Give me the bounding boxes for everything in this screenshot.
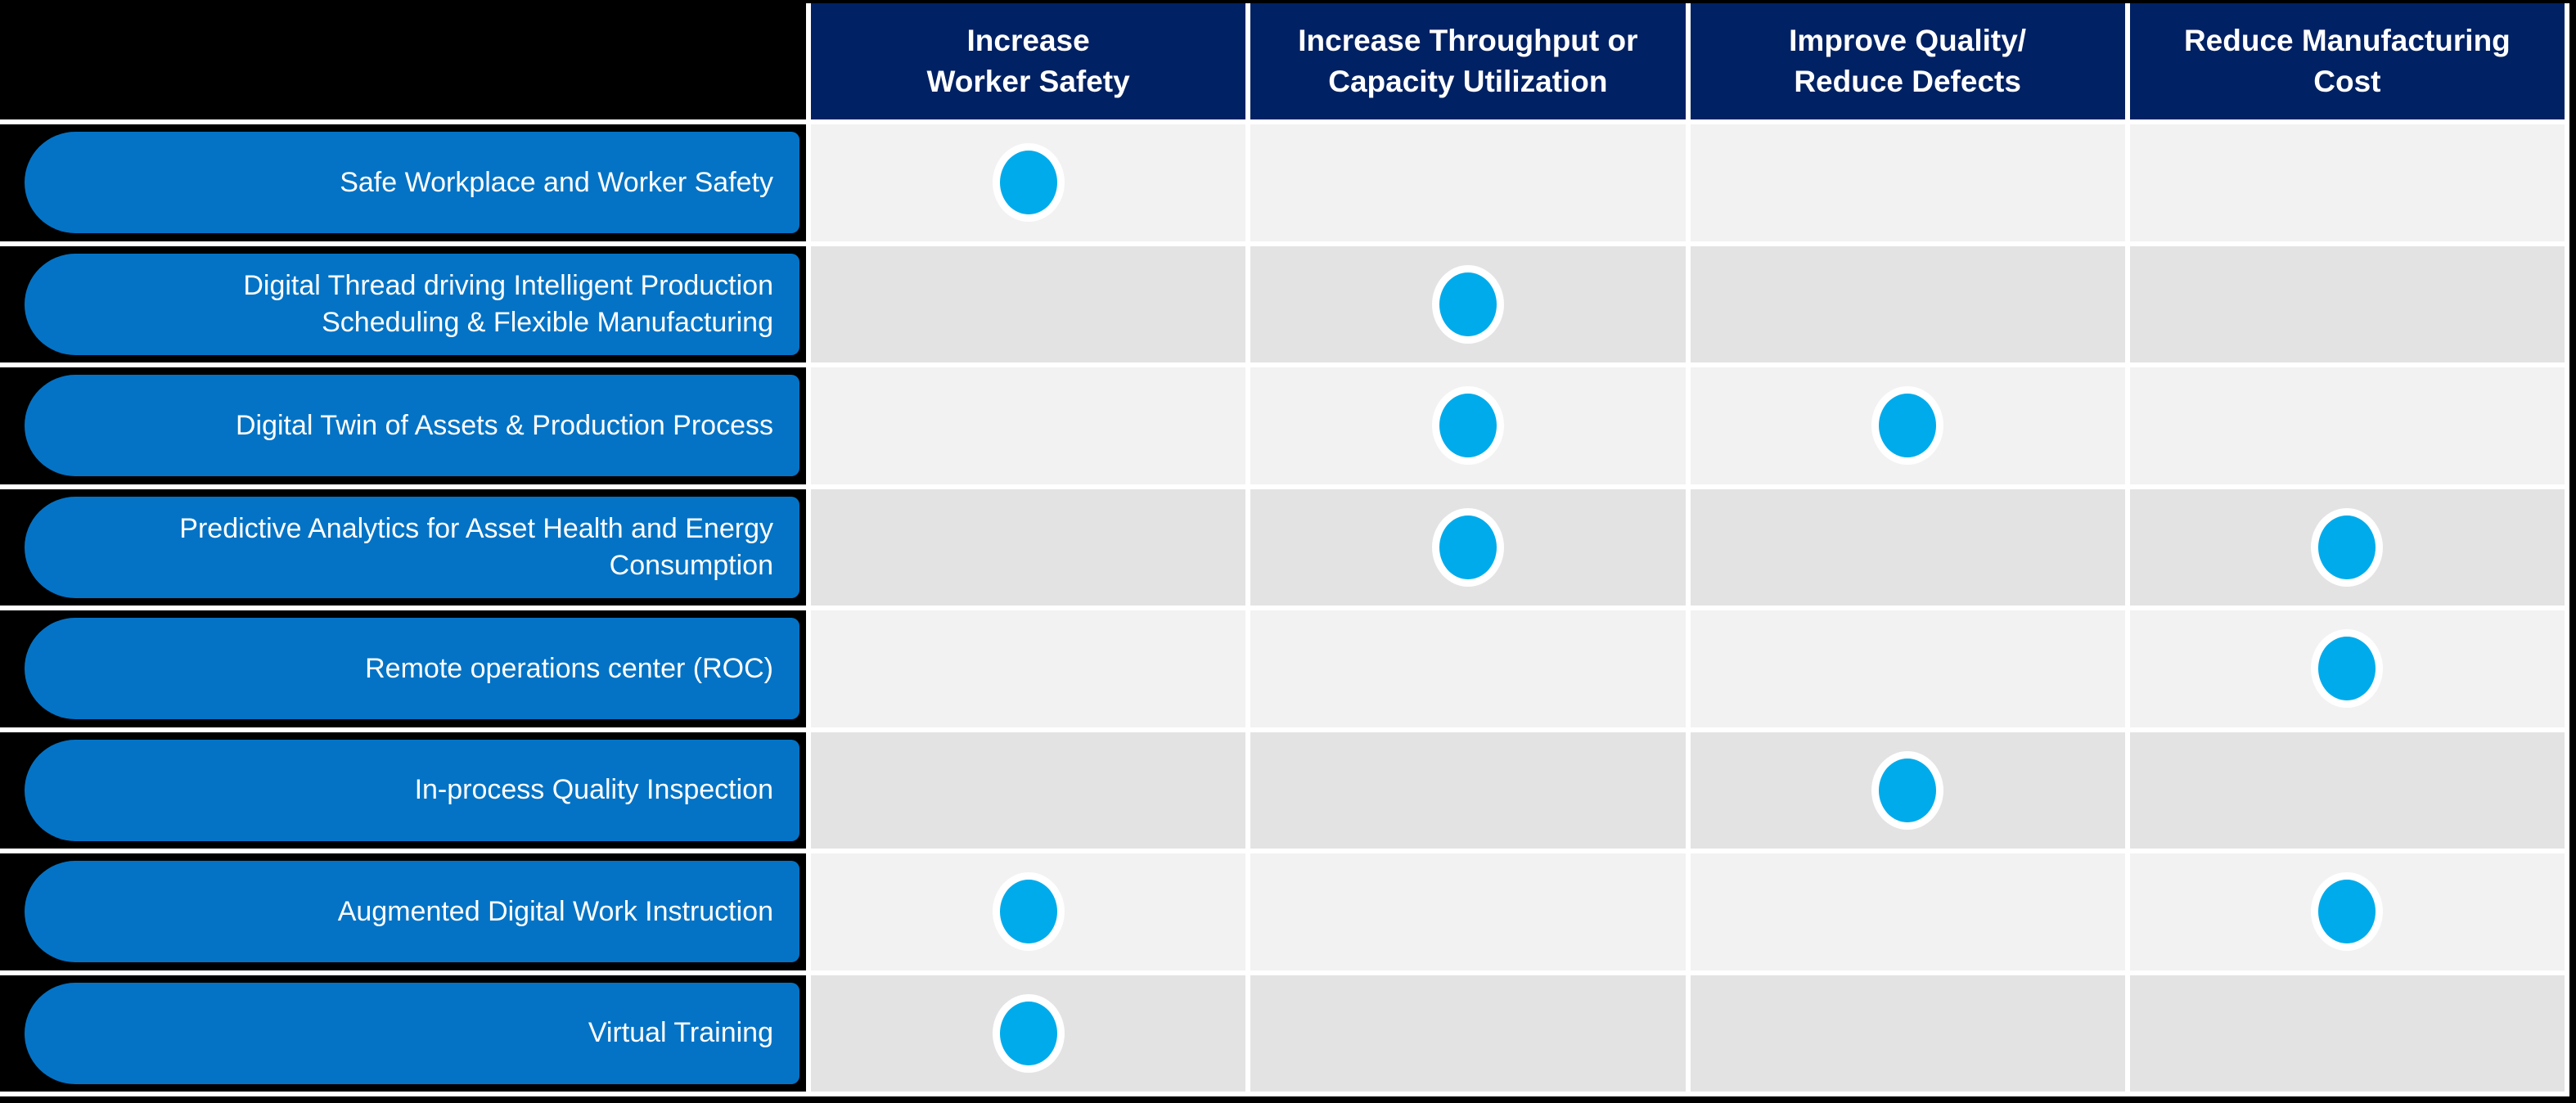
matrix-cell	[2124, 610, 2569, 732]
mapping-dot-icon	[1431, 386, 1504, 466]
matrix-cell	[806, 488, 1246, 610]
mapping-dot-icon	[2311, 872, 2384, 952]
row-label-cell: Remote operations center (ROC)	[0, 610, 806, 732]
matrix-corner-cell	[0, 3, 806, 124]
matrix-cell	[1685, 488, 2125, 610]
use-case-pill-digital-twin: Digital Twin of Assets & Production Proc…	[25, 375, 799, 477]
matrix-cell	[1245, 853, 1686, 975]
table-row: Remote operations center (ROC)	[0, 610, 2569, 732]
mapping-dot-icon	[992, 143, 1065, 223]
matrix-cell	[1685, 124, 2125, 246]
matrix-cell	[1245, 610, 1686, 732]
table-row: Augmented Digital Work Instruction	[0, 853, 2569, 975]
column-header-increase-worker-safety: Increase Worker Safety	[806, 3, 1246, 124]
matrix-cell	[806, 975, 1246, 1096]
matrix-cell	[806, 853, 1246, 975]
matrix-cell	[2124, 853, 2569, 975]
matrix-cell	[806, 124, 1246, 246]
use-case-pill-predictive-analytics: Predictive Analytics for Asset Health an…	[25, 496, 799, 598]
mapping-dot-icon	[992, 872, 1065, 952]
use-case-pill-in-process-quality-inspection: In-process Quality Inspection	[25, 739, 799, 841]
matrix-cell	[1685, 367, 2125, 489]
matrix-cell	[1685, 610, 2125, 732]
table-row: In-process Quality Inspection	[0, 732, 2569, 853]
matrix-cell	[1685, 732, 2125, 853]
mapping-dot-icon	[1431, 507, 1504, 587]
row-label-cell: Augmented Digital Work Instruction	[0, 853, 806, 975]
mapping-dot-icon	[2311, 629, 2384, 709]
matrix-cell	[1245, 488, 1686, 610]
matrix-cell	[1245, 732, 1686, 853]
matrix-cell	[2124, 124, 2569, 246]
row-label-cell: Digital Thread driving Intelligent Produ…	[0, 245, 806, 367]
table-row: Safe Workplace and Worker Safety	[0, 124, 2569, 246]
row-label-cell: Safe Workplace and Worker Safety	[0, 124, 806, 246]
row-label-cell: Predictive Analytics for Asset Health an…	[0, 488, 806, 610]
matrix-cell	[1245, 975, 1686, 1096]
matrix-cell	[806, 610, 1246, 732]
use-case-pill-virtual-training: Virtual Training	[25, 982, 799, 1084]
matrix-cell	[1685, 975, 2125, 1096]
row-label-cell: Digital Twin of Assets & Production Proc…	[0, 367, 806, 489]
table-row: Digital Twin of Assets & Production Proc…	[0, 367, 2569, 489]
matrix-cell	[2124, 975, 2569, 1096]
mapping-dot-icon	[2311, 507, 2384, 587]
mapping-dot-icon	[1431, 264, 1504, 344]
use-case-pill-digital-thread: Digital Thread driving Intelligent Produ…	[25, 253, 799, 355]
table-row: Predictive Analytics for Asset Health an…	[0, 488, 2569, 610]
use-case-pill-augmented-work-instruction: Augmented Digital Work Instruction	[25, 861, 799, 963]
column-header-quality-defects: Improve Quality/ Reduce Defects	[1685, 3, 2125, 124]
mapping-dot-icon	[1871, 750, 1944, 830]
matrix-cell	[2124, 732, 2569, 853]
matrix-cell	[806, 367, 1246, 489]
mapping-dot-icon	[992, 993, 1065, 1073]
matrix-cell	[1245, 124, 1686, 246]
column-header-throughput-capacity: Increase Throughput or Capacity Utilizat…	[1245, 3, 1686, 124]
matrix-cell	[806, 732, 1246, 853]
table-row: Virtual Training	[0, 975, 2569, 1096]
matrix-cell	[2124, 488, 2569, 610]
row-label-cell: Virtual Training	[0, 975, 806, 1096]
table-row: Digital Thread driving Intelligent Produ…	[0, 245, 2569, 367]
matrix-cell	[1245, 367, 1686, 489]
matrix-cell	[1685, 245, 2125, 367]
matrix-cell	[1245, 245, 1686, 367]
mapping-dot-icon	[1871, 386, 1944, 466]
use-case-pill-remote-operations-center: Remote operations center (ROC)	[25, 618, 799, 720]
use-case-pill-safe-workplace: Safe Workplace and Worker Safety	[25, 132, 799, 234]
row-label-cell: In-process Quality Inspection	[0, 732, 806, 853]
matrix-cell	[806, 245, 1246, 367]
matrix-cell	[2124, 367, 2569, 489]
header-row: Increase Worker Safety Increase Throughp…	[0, 3, 2569, 124]
matrix-cell	[1685, 853, 2125, 975]
matrix-cell	[2124, 245, 2569, 367]
column-header-manufacturing-cost: Reduce Manufacturing Cost	[2124, 3, 2569, 124]
